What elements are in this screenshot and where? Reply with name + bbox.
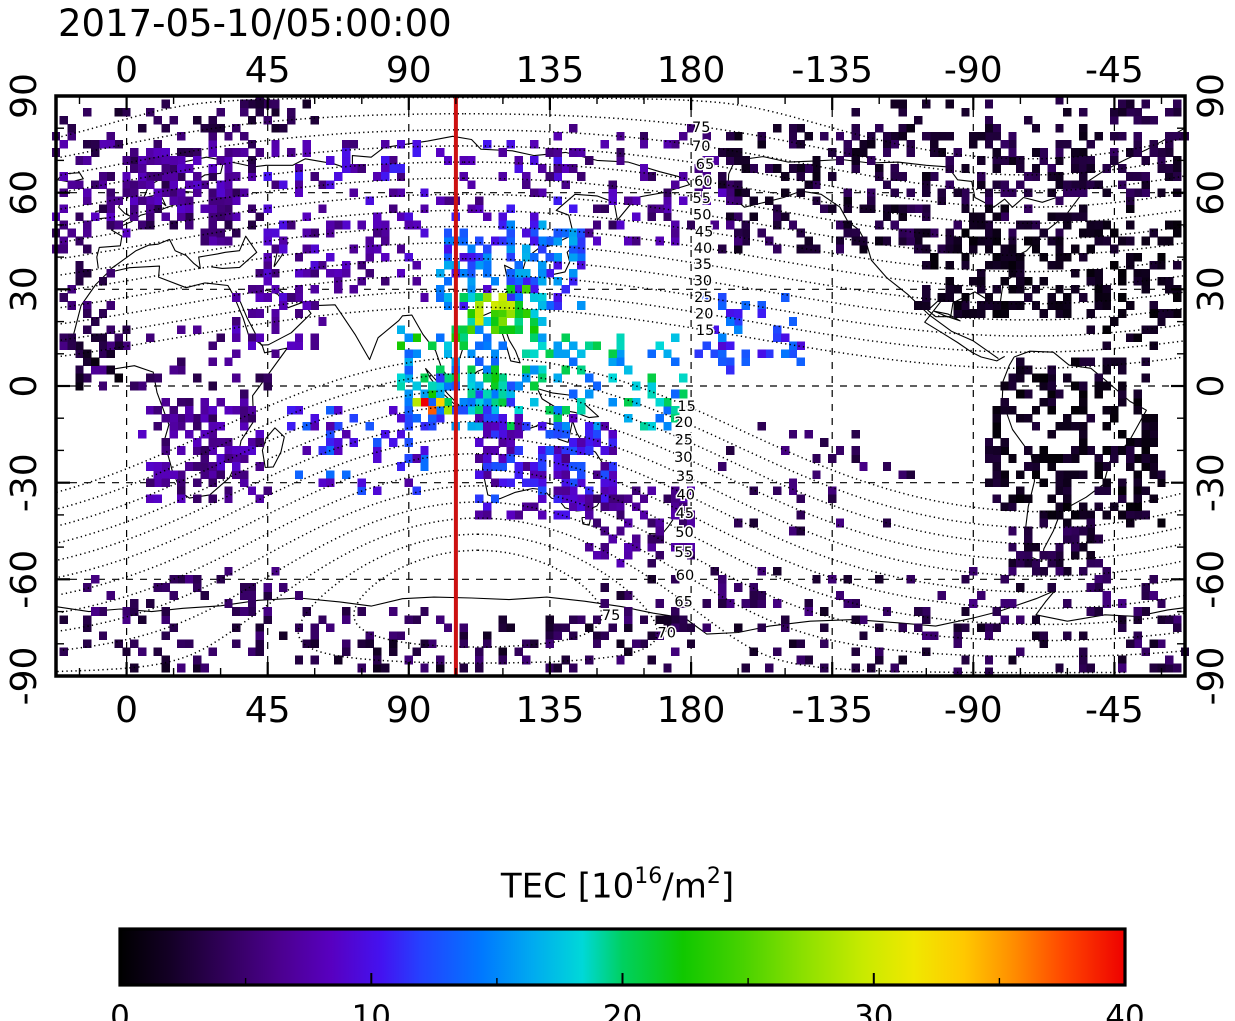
colorbar-title-exponent2: 2 [706,864,721,889]
svg-text:180: 180 [657,50,726,91]
svg-text:30: 30 [694,274,712,290]
svg-text:40: 40 [694,241,712,257]
svg-text:-45: -45 [1085,690,1144,731]
svg-text:65: 65 [674,595,692,611]
svg-text:-90: -90 [1191,647,1232,706]
colorbar-title-prefix: TEC [10 [500,866,635,907]
svg-text:0: 0 [1191,375,1232,398]
svg-text:75: 75 [692,120,710,136]
svg-text:0: 0 [115,50,138,91]
svg-text:60: 60 [1191,170,1232,216]
svg-text:135: 135 [516,690,585,731]
svg-text:45: 45 [245,690,291,731]
colorbar-tick-labels: 0 10 20 30 40 [110,999,1145,1021]
colorbar-title-suffix: ] [720,866,735,907]
svg-text:30: 30 [674,450,692,466]
svg-text:15: 15 [677,399,695,415]
svg-text:90: 90 [386,50,432,91]
colorbar-title-mid: /m [662,866,707,907]
svg-text:60: 60 [676,568,694,584]
svg-text:-135: -135 [791,690,873,731]
svg-text:60: 60 [4,170,45,216]
svg-text:10: 10 [352,999,391,1021]
svg-text:45: 45 [676,506,694,522]
svg-text:-45: -45 [1085,50,1144,91]
y-axis-labels: 90 90 60 60 30 30 0 0 -30 -30 -60 -60 -90 -90 [4,73,1232,705]
svg-text:45: 45 [695,225,713,241]
svg-text:35: 35 [676,469,694,485]
axis-ticks [56,94,1185,678]
svg-text:-30: -30 [4,453,45,512]
svg-text:30: 30 [4,266,45,312]
svg-text:30: 30 [1191,266,1232,312]
svg-text:-30: -30 [1191,453,1232,512]
page-title: 2017-05-10/05:00:00 [58,2,452,45]
svg-text:90: 90 [1191,73,1232,119]
svg-text:40: 40 [676,488,694,504]
svg-text:50: 50 [693,208,711,224]
svg-text:60: 60 [694,174,712,190]
svg-text:0: 0 [110,999,130,1021]
svg-text:20: 20 [695,307,713,323]
svg-text:55: 55 [692,191,710,207]
svg-text:-90: -90 [944,690,1003,731]
svg-text:180: 180 [657,690,726,731]
svg-text:135: 135 [516,50,585,91]
svg-text:45: 45 [245,50,291,91]
svg-text:65: 65 [696,157,714,173]
svg-text:70: 70 [657,626,675,642]
svg-text:55: 55 [674,545,692,561]
colorbar-title-exponent: 16 [634,864,663,889]
svg-text:15: 15 [696,323,714,339]
svg-text:25: 25 [694,290,712,306]
svg-text:20: 20 [603,999,642,1021]
svg-text:90: 90 [386,690,432,731]
svg-text:0: 0 [4,375,45,398]
magnetic-latitude-contours [55,96,1186,674]
svg-text:50: 50 [675,525,693,541]
svg-text:90: 90 [4,73,45,119]
svg-text:30: 30 [854,999,893,1021]
svg-text:20: 20 [674,415,692,431]
x-axis-labels: 0 0 45 45 90 90 135 135 180 180 -135 -135 -90 -90 -45 -… [115,50,1144,731]
svg-text:75: 75 [602,608,620,624]
colorbar-title: TEC [1016/m2] [0,864,1235,907]
colorbar [118,927,1127,987]
svg-text:35: 35 [693,257,711,273]
svg-text:40: 40 [1105,999,1144,1021]
contour-labels: 1520253035404550556065707515202530354045… [600,118,715,643]
svg-text:-135: -135 [791,50,873,91]
svg-text:0: 0 [115,690,138,731]
svg-text:-60: -60 [4,550,45,609]
svg-text:-60: -60 [1191,550,1232,609]
svg-text:25: 25 [675,433,693,449]
svg-text:70: 70 [692,139,710,155]
svg-text:-90: -90 [944,50,1003,91]
svg-text:-90: -90 [4,647,45,706]
